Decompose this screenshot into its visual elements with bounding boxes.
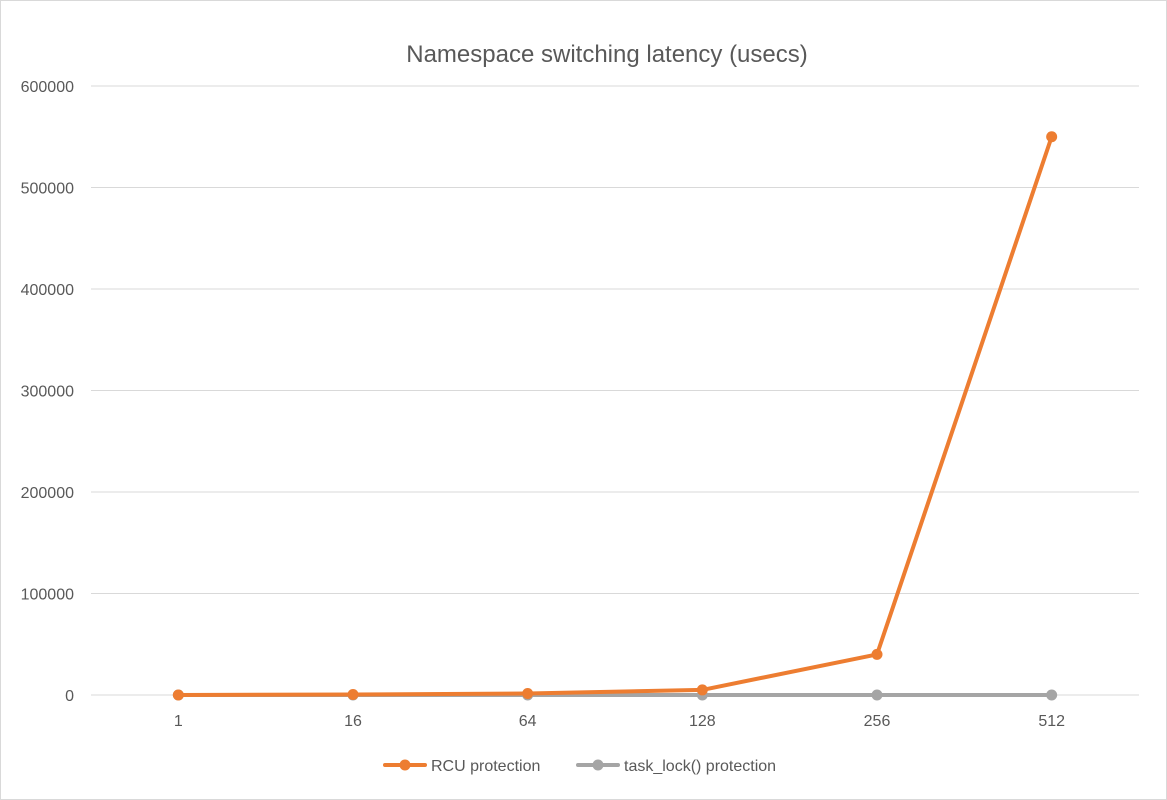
gridlines: [91, 85, 1139, 696]
y-tick-label-200000: 200000: [21, 485, 74, 502]
y-tick-label-100000: 100000: [21, 587, 74, 604]
chart-title: Namespace switching latency (usecs): [406, 41, 808, 68]
series-0-point-512: [1046, 131, 1058, 143]
legend-item-0: RCU protection: [383, 758, 540, 775]
y-tick-label-600000: 600000: [21, 79, 74, 96]
x-tick-label-128: 128: [689, 713, 716, 730]
y-tick-label-500000: 500000: [21, 181, 74, 198]
x-tick-label-256: 256: [864, 713, 891, 730]
series-1-point-256: [871, 689, 883, 701]
legend-item-1: task_lock() protection: [576, 758, 776, 775]
legend-label-1: task_lock() protection: [624, 758, 776, 775]
legend-swatch-marker-1: [592, 759, 604, 771]
y-tick-label-300000: 300000: [21, 384, 74, 401]
series-0-point-256: [871, 648, 883, 660]
y-tick-label-400000: 400000: [21, 282, 74, 299]
series-line-0: [176, 134, 1054, 697]
x-tick-label-512: 512: [1038, 713, 1065, 730]
series-0-point-16: [347, 688, 359, 700]
series-0-point-1: [172, 689, 184, 701]
x-tick-label-16: 16: [344, 713, 362, 730]
x-tick-label-64: 64: [519, 713, 537, 730]
series-1-point-512: [1046, 689, 1058, 701]
legend-swatch-marker-0: [399, 759, 411, 771]
legend: RCU protection task_lock() protection: [383, 758, 776, 775]
y-tick-label-0: 0: [65, 688, 74, 705]
x-tick-label-1: 1: [174, 713, 183, 730]
legend-label-0: RCU protection: [431, 758, 540, 775]
series-lines: [172, 131, 1058, 701]
y-axis-tick-labels: 0 100000 200000 300000 400000 500000 600000: [21, 79, 74, 705]
x-axis-tick-labels: 1 16 64 128 256 512: [174, 713, 1065, 730]
series-0-point-64: [522, 687, 534, 699]
series-0: [172, 131, 1058, 701]
series-0-point-128: [696, 684, 708, 696]
